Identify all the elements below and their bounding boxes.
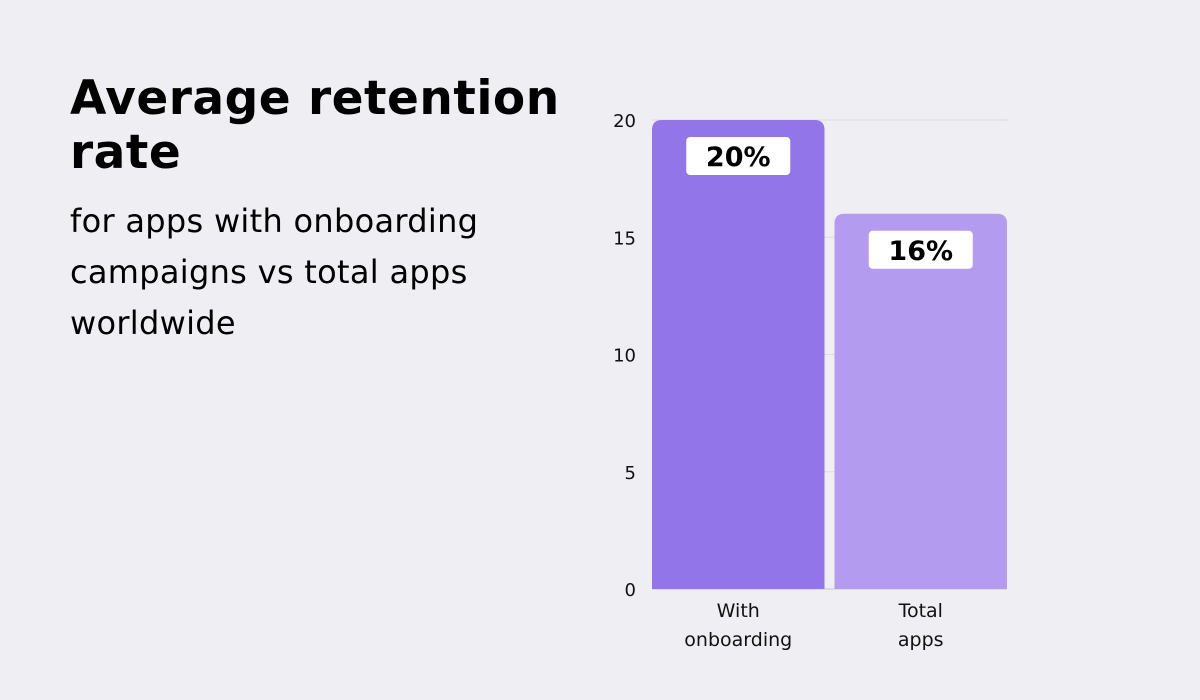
data-label-box [868,230,973,269]
page-subtitle: for apps with onboarding campaigns vs to… [70,202,479,342]
y-tick-label: 5 [625,463,636,484]
y-tick-label: 10 [613,346,636,367]
data-label-box [686,137,791,175]
data-label: 20% [706,142,771,173]
y-tick-label: 20 [613,111,636,132]
bar [834,213,1007,590]
bar [652,120,825,589]
data-label: 16% [888,236,953,267]
x-tick-label: onboarding [684,629,792,651]
y-tick-label: 15 [613,228,636,249]
page-title: Average retention rate [70,71,560,180]
y-tick-label: 0 [625,580,636,601]
x-tick-label: apps [898,629,944,651]
x-tick-label: Total [898,600,943,622]
x-tick-label: With [717,600,760,622]
